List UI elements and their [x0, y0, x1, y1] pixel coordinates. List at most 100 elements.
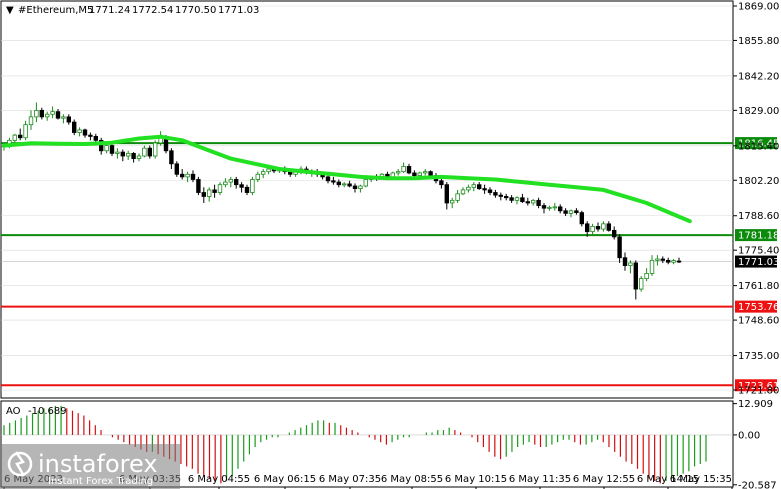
candle-body [190, 173, 196, 180]
candle-body [612, 229, 617, 238]
watermark-brand: instaforex [38, 450, 158, 478]
candle-body [34, 109, 39, 118]
x-tick-label: 6 May 11:35 [509, 474, 571, 485]
candle-body [206, 189, 212, 197]
candle [531, 199, 536, 206]
candle-body [487, 189, 493, 193]
candle-body [676, 260, 682, 263]
candle-body [617, 236, 622, 259]
candle-body [358, 185, 363, 190]
candle [23, 120, 28, 141]
candle [244, 184, 250, 196]
ao-label: AO [6, 406, 21, 417]
candle [341, 182, 347, 188]
candle-body [325, 176, 331, 182]
candle-body [131, 152, 136, 160]
candle [66, 114, 71, 125]
candle-body [55, 111, 61, 119]
moving-average [2, 134, 692, 224]
candle-body [558, 206, 563, 212]
x-tick-label: 6 May 15:35 [670, 474, 732, 485]
candle [412, 170, 417, 177]
candle [174, 161, 179, 177]
candle [395, 169, 401, 176]
candle [358, 184, 363, 193]
y-tick-label: 1761.80 [738, 281, 779, 292]
candle [574, 208, 579, 215]
candle-body [17, 134, 23, 139]
candle [547, 205, 552, 211]
candle [45, 111, 50, 121]
candle [639, 276, 644, 292]
candle-body [406, 166, 412, 174]
candlesticks [1, 102, 682, 300]
candle-body [28, 116, 34, 126]
candle [525, 197, 530, 206]
candle [136, 153, 142, 162]
candle-body [439, 180, 444, 186]
level-label: 1816.45 [738, 139, 779, 150]
candle [82, 128, 88, 138]
candle [671, 259, 676, 265]
y-tick-label: 1855.80 [738, 36, 779, 47]
candle [152, 140, 158, 159]
candle-body [649, 259, 655, 274]
candle-body [260, 171, 266, 175]
candle-body [417, 172, 422, 176]
candle [401, 162, 406, 173]
candle-body [547, 206, 552, 209]
candle [568, 209, 574, 218]
candle [88, 132, 93, 141]
candle-body [628, 262, 633, 266]
candle-body [395, 171, 401, 174]
x-tick-label: 6 May 10:15 [445, 474, 507, 485]
y-tick-label: 1802.20 [738, 176, 779, 187]
candle [179, 169, 185, 180]
candle [666, 257, 671, 265]
candle-body [185, 173, 190, 178]
candle [482, 184, 487, 194]
candle-body [147, 147, 152, 157]
candle-body [39, 109, 44, 118]
candle [536, 197, 541, 209]
y-tick-label: 1721.80 [738, 386, 779, 397]
candle-body [179, 173, 185, 178]
ao-tick-label: -20.587 [738, 480, 777, 489]
candle-body [422, 171, 428, 174]
candle-body [331, 180, 336, 183]
candle [217, 182, 223, 196]
candle [660, 256, 665, 263]
candle [34, 102, 39, 123]
candle [601, 221, 606, 232]
candle-body [77, 129, 82, 133]
candle [72, 119, 77, 136]
candle-body [639, 278, 644, 290]
y-tick-label: 1748.60 [738, 316, 779, 327]
x-tick-label: 6 May 07:35 [319, 474, 381, 485]
candle [120, 149, 125, 162]
level-label-bg [735, 137, 777, 150]
candle-body [136, 155, 142, 160]
candle-body [444, 184, 449, 204]
candle-body [120, 151, 125, 157]
candle [77, 127, 82, 137]
x-tick-label: 6 May 12:55 [573, 474, 635, 485]
x-tick-label: 6 May 04:55 [188, 474, 250, 485]
candle-body [509, 197, 514, 201]
candle-body [622, 257, 628, 266]
candle-body [503, 196, 509, 199]
candle [233, 176, 239, 189]
candle-body [471, 184, 476, 188]
candle [514, 196, 520, 205]
candle [498, 192, 503, 201]
gridlines [1, 5, 733, 391]
y-tick-label: 1788.60 [738, 211, 779, 222]
candle-body [633, 262, 638, 290]
candle-body [104, 145, 109, 152]
candle [460, 187, 466, 196]
candle-body [347, 183, 352, 187]
chart-header-arrow[interactable]: ▼ [6, 5, 14, 16]
ao-histogram: 12.909 0.00 -20.587 [1, 399, 777, 489]
candle [579, 210, 584, 227]
candle-body [352, 185, 358, 190]
